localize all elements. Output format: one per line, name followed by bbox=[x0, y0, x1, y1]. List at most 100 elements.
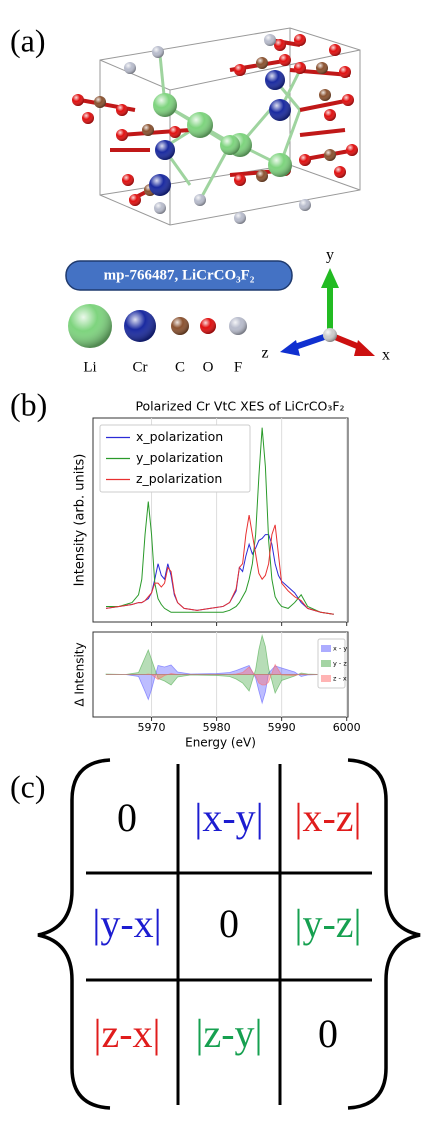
atom-shade bbox=[220, 135, 240, 155]
atom-shade bbox=[265, 70, 285, 90]
panel-label: (a) bbox=[10, 22, 46, 58]
badge bbox=[65, 260, 293, 291]
atom-shade bbox=[299, 154, 311, 166]
atom-shade bbox=[274, 39, 286, 51]
badge-text: mp-766487, LiCrCO₃F₂ bbox=[104, 267, 255, 283]
atom-shade bbox=[194, 194, 206, 206]
atom-shade bbox=[169, 126, 181, 138]
atom-shade bbox=[299, 199, 311, 211]
atom-shade bbox=[294, 34, 306, 46]
atom-shade bbox=[324, 149, 336, 161]
legend-label: x - y bbox=[333, 645, 347, 653]
atom-shade bbox=[200, 318, 216, 334]
atom-shade bbox=[268, 153, 292, 177]
atom-shade bbox=[342, 94, 354, 106]
matrix-cell: 0 bbox=[219, 901, 239, 946]
atom-shade bbox=[116, 104, 128, 116]
matrix-cell: |z-y| bbox=[195, 1011, 262, 1056]
legend-box bbox=[99, 424, 251, 493]
atom-shade bbox=[171, 317, 189, 335]
y-axis-label: Intensity (arb. units) bbox=[73, 454, 88, 587]
axis-label: x bbox=[382, 347, 390, 364]
atom-label: F bbox=[234, 359, 242, 375]
legend-label: z_polarization bbox=[136, 471, 222, 486]
atom-label: C bbox=[175, 359, 185, 375]
atoms bbox=[72, 34, 358, 224]
x-axis-label: Energy (eV) bbox=[185, 736, 256, 750]
chart-title: Polarized Cr VtC XES of LiCrCO₃F₂ bbox=[135, 399, 344, 414]
atom-shade bbox=[279, 54, 291, 66]
atom-label: Li bbox=[83, 359, 96, 375]
chart: Polarized Cr VtC XES of LiCrCO₃F₂ Intensi… bbox=[73, 399, 361, 750]
matrix: 0 |x-y| |x-z| |y-x| 0 |y-z| |z-x| |z-y| 0 bbox=[92, 795, 361, 1056]
legend-label: y_polarization bbox=[136, 450, 223, 465]
legend-swatch bbox=[321, 660, 331, 667]
atom-shade bbox=[68, 304, 112, 348]
atom-shade bbox=[234, 64, 246, 76]
atom-shade bbox=[155, 140, 175, 160]
bond bbox=[198, 144, 232, 201]
bond bbox=[299, 98, 351, 112]
x-tick-label: 6000 bbox=[333, 721, 361, 734]
atom-label: Cr bbox=[133, 359, 148, 375]
atom-shade bbox=[294, 62, 306, 74]
legend-swatch bbox=[321, 645, 331, 652]
legend-label: y - z bbox=[333, 660, 347, 668]
atom-shade bbox=[82, 112, 94, 124]
line-series bbox=[105, 515, 334, 615]
panel-label: (c) bbox=[10, 768, 46, 804]
x-tick-label: 5970 bbox=[138, 721, 166, 734]
axis-label: z bbox=[261, 345, 268, 362]
area-series bbox=[106, 663, 334, 686]
atom-shade bbox=[264, 34, 276, 46]
atom-shade bbox=[269, 99, 291, 121]
legend-label: x_polarization bbox=[136, 429, 223, 444]
atom-shade bbox=[72, 94, 84, 106]
matrix-cell: 0 bbox=[318, 1011, 338, 1056]
atom-shade bbox=[234, 174, 246, 186]
atom-shade bbox=[256, 57, 268, 69]
atom-shade bbox=[329, 44, 341, 56]
bond bbox=[299, 128, 346, 137]
atom-shade bbox=[234, 212, 246, 224]
axis-label: y bbox=[326, 247, 334, 264]
atom-shade bbox=[149, 174, 171, 196]
legend-label: z - x bbox=[333, 675, 347, 683]
atom-shade bbox=[124, 310, 156, 342]
atom-shade bbox=[316, 62, 328, 74]
atom-shade bbox=[152, 46, 164, 58]
atom-shade bbox=[319, 89, 331, 101]
atom-shade bbox=[116, 129, 128, 141]
atom-shade bbox=[346, 144, 358, 156]
matrix-frame bbox=[37, 758, 421, 1110]
matrix-cell: 0 bbox=[117, 795, 137, 840]
atom-shade bbox=[339, 66, 351, 78]
y-axis-label: Δ Intensity bbox=[73, 642, 87, 706]
atom-label: O bbox=[203, 359, 214, 375]
atom-shade bbox=[154, 202, 166, 214]
x-tick-label: 5990 bbox=[268, 721, 296, 734]
x-tick-label: 5980 bbox=[203, 721, 231, 734]
atom-shade bbox=[153, 93, 177, 117]
atom-shade bbox=[94, 96, 106, 108]
axes-triad bbox=[280, 268, 375, 356]
atom-shade bbox=[142, 124, 154, 136]
atom-shade bbox=[122, 174, 134, 186]
atom-shade bbox=[256, 170, 268, 182]
panel-label: (b) bbox=[10, 386, 47, 422]
matrix-cell: |z-x| bbox=[93, 1011, 160, 1056]
matrix-cell: |x-z| bbox=[294, 795, 361, 840]
atom-shade bbox=[334, 166, 346, 178]
atom-legend: Li Cr C O F bbox=[68, 304, 247, 375]
matrix-cell: |x-y| bbox=[194, 795, 263, 840]
atom-shade bbox=[124, 62, 136, 74]
matrix-cell: |y-x| bbox=[92, 901, 161, 946]
matrix-cell: |y-z| bbox=[294, 901, 361, 946]
atom-shade bbox=[324, 109, 336, 121]
atom-shade bbox=[129, 194, 141, 206]
legend-swatch bbox=[321, 675, 331, 682]
atom-shade bbox=[187, 112, 213, 138]
line-series bbox=[106, 427, 334, 615]
atom-shade bbox=[229, 317, 247, 335]
